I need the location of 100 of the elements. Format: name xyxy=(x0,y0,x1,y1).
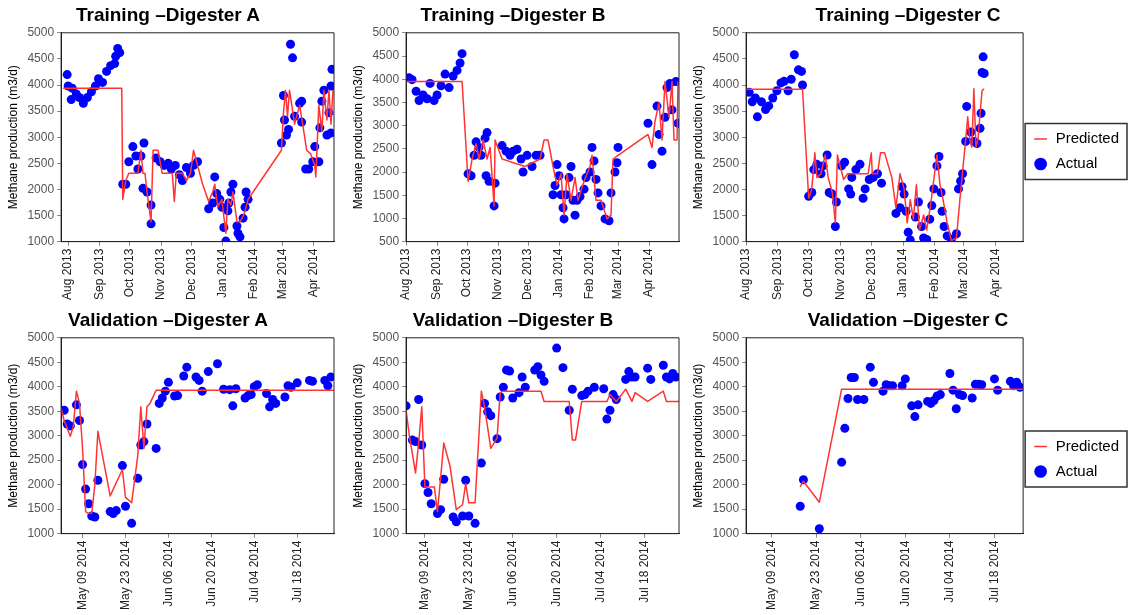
y-axis-title: Methane production (m3/d) xyxy=(350,65,365,210)
x-tick-label: Dec 2013 xyxy=(520,248,535,300)
x-tick-label: May 09 2014 xyxy=(74,540,89,611)
x-tick-label: Jul 04 2014 xyxy=(942,540,957,603)
x-tick-label: Jul 18 2014 xyxy=(636,540,651,603)
y-tick-label: 2500 xyxy=(372,141,400,156)
legend-label: Actual xyxy=(1055,154,1098,172)
y-tick-label: 2500 xyxy=(712,452,740,467)
x-tick-label: Aug 2013 xyxy=(60,248,75,301)
x-tick-label: Apr 2014 xyxy=(306,248,321,298)
x-tick-label: Oct 2013 xyxy=(801,248,815,298)
x-tick-label: Jan 2014 xyxy=(215,248,230,299)
y-tick-label: 1000 xyxy=(27,525,55,540)
y-tick-label: 4500 xyxy=(27,51,55,66)
x-tick-label: May 23 2014 xyxy=(808,540,823,611)
x-tick-label: Jul 04 2014 xyxy=(246,540,261,603)
y-tick-label: 1000 xyxy=(372,525,400,540)
y-tick-label: 5000 xyxy=(372,25,400,40)
y-tick-label: 1500 xyxy=(27,501,55,516)
legend-label: Predicted xyxy=(1055,436,1120,454)
y-tick-label: 1500 xyxy=(27,207,55,222)
y-tick-label: 3000 xyxy=(372,117,400,132)
y-tick-label: 500 xyxy=(379,233,400,248)
x-tick-label: Jun 20 2014 xyxy=(548,540,563,607)
y-tick-label: 5000 xyxy=(712,25,740,40)
y-tick-label: 3500 xyxy=(712,403,740,418)
y-tick-label: 1500 xyxy=(712,501,740,516)
y-tick-label: 1000 xyxy=(712,233,740,248)
x-tick-label: Mar 2014 xyxy=(955,248,970,300)
y-tick-label: 3500 xyxy=(27,403,55,418)
x-tick-label: Oct 2013 xyxy=(459,248,474,298)
chart-title: Training –Digester C xyxy=(815,3,1001,25)
x-tick-label: Jan 2014 xyxy=(551,248,566,299)
y-tick-label: 2000 xyxy=(27,181,55,196)
x-tick-label: May 09 2014 xyxy=(417,540,432,611)
y-tick-label: 4000 xyxy=(27,379,55,394)
y-tick-label: 2500 xyxy=(712,155,740,170)
x-tick-label: Feb 2014 xyxy=(927,248,942,300)
y-tick-label: 3000 xyxy=(27,129,55,144)
x-tick-label: Apr 2014 xyxy=(987,248,1002,298)
x-tick-label: Nov 2013 xyxy=(490,248,505,300)
y-tick-label: 3500 xyxy=(372,403,400,418)
y-tick-label: 4000 xyxy=(372,71,400,86)
x-tick-label: May 23 2014 xyxy=(117,540,132,611)
y-tick-label: 4000 xyxy=(27,77,55,92)
x-tick-label: Apr 2014 xyxy=(641,248,656,298)
x-tick-label: Jun 20 2014 xyxy=(897,540,912,607)
y-tick-label: 1000 xyxy=(27,233,55,248)
y-tick-label: 4000 xyxy=(712,77,740,92)
y-tick-label: 1000 xyxy=(372,210,400,225)
x-tick-label: Dec 2013 xyxy=(863,248,878,300)
y-tick-label: 1500 xyxy=(372,501,400,516)
y-axis-title: Methane production (m3/d) xyxy=(690,363,705,508)
x-tick-label: Feb 2014 xyxy=(246,248,261,300)
y-tick-label: 5000 xyxy=(27,25,55,40)
x-tick-label: Jun 06 2014 xyxy=(160,540,175,607)
y-tick-label: 1500 xyxy=(372,187,400,202)
y-tick-label: 2000 xyxy=(27,476,55,491)
y-axis-title: Methane production (m3/d) xyxy=(350,363,365,508)
chart-title: Validation –Digester B xyxy=(412,308,614,330)
chart-title: Validation –Digester C xyxy=(807,308,1009,330)
x-tick-label: Aug 2013 xyxy=(398,248,413,301)
x-tick-label: Jul 04 2014 xyxy=(592,540,607,603)
y-tick-label: 1500 xyxy=(712,207,740,222)
y-tick-label: 3500 xyxy=(712,103,740,118)
x-tick-label: Dec 2013 xyxy=(183,248,198,300)
chart-title: Validation –Digester A xyxy=(68,308,269,330)
y-tick-label: 5000 xyxy=(372,330,400,345)
y-tick-label: 3000 xyxy=(712,428,740,443)
y-tick-label: 3500 xyxy=(27,103,55,118)
y-tick-label: 4500 xyxy=(372,48,400,63)
x-tick-label: Jun 06 2014 xyxy=(505,540,520,607)
x-tick-label: Oct 2013 xyxy=(122,248,137,298)
y-tick-label: 2000 xyxy=(372,476,400,491)
x-tick-label: Jun 20 2014 xyxy=(203,540,218,607)
y-tick-label: 3500 xyxy=(372,94,400,109)
y-tick-label: 2500 xyxy=(27,155,55,170)
x-tick-label: Feb 2014 xyxy=(582,248,597,300)
y-tick-label: 2500 xyxy=(27,452,55,467)
y-tick-label: 4500 xyxy=(712,354,740,369)
y-axis-title: Methane production (m3/d) xyxy=(690,65,705,210)
x-tick-label: Nov 2013 xyxy=(153,248,168,300)
y-tick-label: 5000 xyxy=(27,330,55,345)
chart-title: Training –Digester A xyxy=(75,3,261,25)
x-tick-label: May 23 2014 xyxy=(461,540,476,611)
y-axis-title: Methane production (m3/d) xyxy=(5,363,20,508)
x-tick-label: Sep 2013 xyxy=(429,248,444,301)
y-tick-label: 4000 xyxy=(712,379,740,394)
y-tick-label: 2000 xyxy=(712,181,740,196)
x-tick-label: Aug 2013 xyxy=(738,248,753,301)
y-tick-label: 2500 xyxy=(372,452,400,467)
legend-label: Actual xyxy=(1055,461,1098,479)
x-tick-label: May 09 2014 xyxy=(763,540,778,611)
x-tick-label: Jul 18 2014 xyxy=(289,540,304,603)
legend-label: Predicted xyxy=(1055,129,1120,147)
x-tick-label: Jun 06 2014 xyxy=(853,540,868,607)
y-tick-label: 4000 xyxy=(372,379,400,394)
y-tick-label: 4500 xyxy=(27,354,55,369)
y-tick-label: 4500 xyxy=(712,51,740,66)
x-tick-label: Mar 2014 xyxy=(610,248,625,300)
